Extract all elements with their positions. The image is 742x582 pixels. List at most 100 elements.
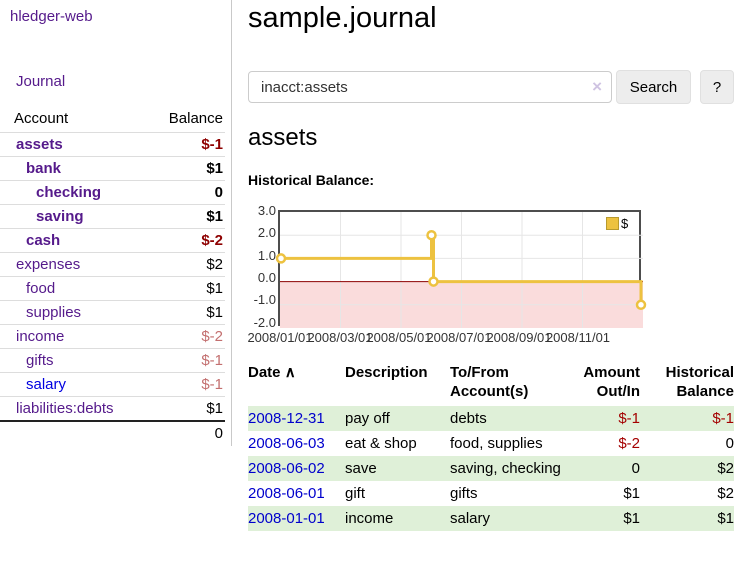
- account-balance: $-1: [201, 136, 223, 153]
- transaction-accounts-cell: salary: [450, 506, 570, 531]
- table-row: 2008-12-31 pay off debts $-1 $-1: [248, 406, 734, 431]
- accounts-table-header: Account Balance: [0, 106, 225, 132]
- balance-column-header: Balance: [168, 110, 223, 127]
- accounts-table: Account Balance assets $-1 bank $1 check…: [0, 106, 225, 444]
- help-button[interactable]: ?: [700, 70, 734, 104]
- transaction-date-link[interactable]: 2008-12-31: [248, 410, 325, 427]
- transaction-date-cell: 2008-06-03: [248, 431, 345, 456]
- transaction-date-cell: 2008-01-01: [248, 506, 345, 531]
- tofrom-column-header: To/From Account(s): [450, 364, 529, 400]
- account-link[interactable]: supplies: [26, 304, 82, 321]
- account-balance: $1: [206, 400, 223, 417]
- date-column-header[interactable]: Date ∧: [248, 364, 296, 381]
- transaction-description-cell: eat & shop: [345, 435, 417, 452]
- table-row: 2008-01-01 income salary $1 $1: [248, 506, 734, 531]
- x-tick-label: 2008/03/01: [307, 330, 373, 345]
- transaction-description-cell: gift: [345, 485, 366, 502]
- transaction-amount-cell: 0: [570, 456, 640, 481]
- x-tick-label: 2008/09/01: [486, 330, 552, 345]
- transaction-balance-cell: $2: [640, 456, 734, 481]
- account-link[interactable]: expenses: [16, 256, 81, 273]
- account-link[interactable]: gifts: [26, 352, 54, 369]
- clear-search-icon[interactable]: ×: [592, 77, 602, 96]
- balance-chart: 3.0 2.0 1.0 0.0 -1.0 -2.0: [247, 200, 734, 348]
- register-rows: 2008-12-31 pay off debts $-1 $-1 2008-06…: [248, 406, 734, 531]
- search-button[interactable]: Search: [616, 70, 691, 104]
- transaction-balance-cell: 0: [725, 435, 734, 452]
- app-brand-link[interactable]: hledger-web: [10, 8, 93, 25]
- account-balance: $-2: [201, 328, 223, 345]
- accounts-column-header: Account: [14, 110, 69, 127]
- account-link[interactable]: bank: [26, 160, 62, 177]
- account-link[interactable]: cash: [26, 232, 61, 249]
- accounts-total-row: 0: [0, 420, 225, 444]
- search-box: ×: [248, 71, 612, 103]
- nav-journal-link[interactable]: Journal: [16, 73, 66, 90]
- transaction-amount-cell: $1: [570, 506, 640, 531]
- account-link[interactable]: liabilities:debts: [16, 400, 114, 417]
- y-tick-label: 2.0: [257, 225, 276, 240]
- legend-label: $: [621, 216, 629, 231]
- accounts-list: assets $-1 bank $1 checking 0 saving $1: [0, 132, 225, 420]
- transaction-amount-cell: $-1: [570, 406, 640, 431]
- account-row: gifts $-1: [0, 348, 225, 372]
- account-link[interactable]: food: [26, 280, 56, 297]
- y-tick-label: 1.0: [257, 248, 276, 263]
- transaction-accounts-cell: saving, checking: [450, 456, 570, 481]
- y-tick-label: 0.0: [257, 270, 276, 285]
- account-row: salary $-1: [0, 372, 225, 396]
- account-row: food $1: [0, 276, 225, 300]
- transaction-date-cell: 2008-06-01: [248, 481, 345, 506]
- transaction-amount-cell: $1: [623, 485, 640, 502]
- transaction-amount-cell: $-2: [618, 435, 640, 452]
- account-balance: $-2: [201, 232, 223, 249]
- transaction-accounts-cell: gifts: [450, 485, 478, 502]
- account-row: assets $-1: [0, 132, 225, 156]
- transaction-date-link[interactable]: 2008-06-03: [248, 435, 325, 452]
- x-tick-label: 2008/07/01: [426, 330, 492, 345]
- balance-column-header: Historical Balance: [665, 364, 734, 400]
- table-row: 2008-06-02 save saving, checking 0 $2: [248, 456, 734, 481]
- account-page-title: assets: [248, 124, 318, 151]
- table-row: 2008-06-03 eat & shop food, supplies $-2…: [248, 431, 734, 456]
- account-row: liabilities:debts $1: [0, 396, 225, 420]
- account-balance: $-1: [201, 352, 223, 369]
- chart-legend: $: [606, 216, 628, 231]
- account-balance: 0: [214, 184, 223, 201]
- account-link[interactable]: saving: [36, 208, 84, 225]
- account-row: bank $1: [0, 156, 225, 180]
- account-row: checking 0: [0, 180, 225, 204]
- y-tick-label: -2.0: [253, 315, 276, 330]
- x-tick-label: 2008/01/01: [247, 330, 313, 345]
- x-tick-label: 2008/11/01: [545, 330, 611, 345]
- transaction-description-cell: pay off: [345, 406, 450, 431]
- amount-column-header: Amount Out/In: [583, 364, 640, 400]
- register-header: Date ∧ Description To/From Account(s) Am…: [248, 363, 734, 406]
- account-link[interactable]: assets: [16, 136, 63, 153]
- account-balance: $-1: [201, 376, 223, 393]
- transaction-date-link[interactable]: 2008-06-02: [248, 460, 325, 477]
- chart-heading: Historical Balance:: [248, 172, 375, 188]
- sidebar: hledger-web Journal Account Balance asse…: [0, 0, 232, 446]
- account-balance: $1: [206, 160, 223, 177]
- table-row: 2008-06-01 gift gifts $1 $2: [248, 481, 734, 506]
- y-tick-label: -1.0: [253, 292, 276, 307]
- account-balance: $1: [206, 208, 223, 225]
- account-balance: $1: [206, 304, 223, 321]
- transaction-date-link[interactable]: 2008-01-01: [248, 510, 325, 527]
- search-input[interactable]: [249, 72, 611, 102]
- page-title: sample.journal: [248, 2, 437, 34]
- account-link[interactable]: income: [16, 328, 65, 345]
- accounts-total-value: 0: [214, 424, 223, 442]
- account-row: supplies $1: [0, 300, 225, 324]
- legend-swatch: [606, 217, 619, 230]
- account-link[interactable]: checking: [36, 184, 102, 201]
- transaction-date-link[interactable]: 2008-06-01: [248, 485, 325, 502]
- chart-plot-area: $: [275, 210, 647, 328]
- account-balance: $2: [206, 256, 223, 273]
- transaction-description-cell: save: [345, 456, 450, 481]
- transaction-date-cell: 2008-12-31: [248, 406, 345, 431]
- search-bar: × Search ?: [248, 70, 734, 104]
- transaction-description-cell: income: [345, 506, 450, 531]
- account-link[interactable]: salary: [26, 376, 67, 393]
